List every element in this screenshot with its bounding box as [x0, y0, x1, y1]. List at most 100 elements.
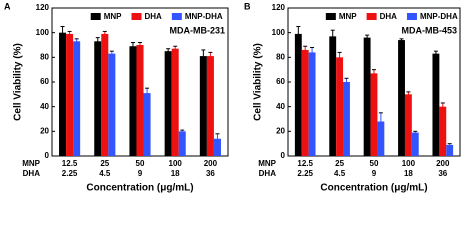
legend-swatch [366, 13, 377, 20]
bar [213, 138, 221, 156]
bar [129, 46, 137, 156]
y-tick-label: 120 [272, 3, 286, 12]
legend-label: DHA [380, 12, 398, 21]
bar [178, 131, 186, 156]
x-axis-label: Concentration (μg/mL) [320, 183, 427, 194]
bar [439, 106, 447, 156]
bar [108, 53, 116, 157]
x-tick-label: 50 [136, 159, 145, 168]
bar [59, 32, 67, 156]
x-tick-label: 36 [206, 169, 215, 178]
error-bar [413, 130, 418, 134]
error-bar [330, 29, 335, 43]
y-tick-label: 0 [281, 151, 286, 160]
error-bar [130, 42, 135, 50]
legend-swatch [131, 13, 142, 20]
x-tick-label: 18 [171, 169, 180, 178]
x-axis-label: Concentration (μg/mL) [86, 183, 193, 194]
error-bar [378, 112, 383, 131]
legend-label: MNP [339, 12, 357, 21]
error-bar [60, 26, 65, 39]
bar [136, 45, 144, 156]
x-tick-label: 12.5 [62, 159, 78, 168]
bar [329, 36, 337, 156]
error-bar [365, 34, 370, 41]
bar [363, 37, 371, 156]
x-tick-label: 2.25 [297, 169, 313, 178]
y-tick-label: 20 [40, 126, 49, 135]
x-tick-label: 200 [436, 159, 450, 168]
error-bar [109, 50, 114, 57]
bar [94, 41, 102, 156]
bar [294, 33, 302, 156]
bar [377, 121, 385, 156]
error-bar [95, 37, 100, 45]
error-bar [74, 38, 79, 44]
error-bar [145, 87, 150, 99]
x-tick-label: 12.5 [297, 159, 313, 168]
x-tick-label: 100 [402, 159, 416, 168]
error-bar [201, 49, 206, 63]
error-bar [406, 91, 411, 97]
chart-title: MDA-MB-231 [169, 25, 225, 35]
y-tick-label: 0 [45, 151, 50, 160]
legend-label: MNP-DHA [185, 12, 223, 21]
legend-swatch [406, 13, 417, 20]
x-tick-label: 9 [138, 169, 143, 178]
bar [446, 144, 454, 156]
y-tick-label: 40 [40, 102, 49, 111]
bar [101, 33, 109, 156]
y-tick-label: 20 [276, 126, 285, 135]
y-tick-label: 80 [276, 52, 285, 61]
bar [73, 41, 81, 156]
error-bar [102, 30, 107, 37]
error-bar [215, 133, 220, 144]
error-bar [372, 69, 376, 78]
error-bar [166, 48, 171, 54]
error-bar [180, 129, 185, 133]
bar [206, 56, 214, 156]
x-tick-label: 200 [204, 159, 218, 168]
bar [411, 132, 419, 156]
x-tick-label: 2.25 [62, 169, 78, 178]
panel-label: B [244, 1, 251, 11]
error-bar [344, 77, 349, 86]
bar [164, 51, 172, 156]
y-tick-label: 80 [40, 52, 49, 61]
error-bar [173, 45, 178, 52]
y-tick-label: 60 [276, 77, 285, 86]
row-label: MNP [258, 159, 276, 168]
row-label: DHA [23, 169, 41, 178]
error-bar [310, 46, 315, 58]
error-bar [447, 143, 452, 147]
bar [308, 52, 316, 156]
legend-label: DHA [145, 12, 163, 21]
x-tick-label: 4.5 [334, 169, 346, 178]
y-tick-label: 100 [36, 28, 50, 37]
bar [336, 57, 344, 157]
error-bar [303, 45, 308, 54]
error-bar [337, 51, 342, 63]
bar [343, 82, 350, 156]
legend-swatch [325, 13, 336, 20]
panel-label: A [4, 1, 11, 11]
x-tick-label: 36 [438, 169, 447, 178]
error-bar [433, 50, 438, 57]
error-bar [67, 30, 72, 37]
chart-title: MDA-MB-453 [401, 25, 457, 35]
error-bar [138, 42, 142, 48]
x-tick-label: 25 [100, 159, 109, 168]
y-axis-label: Cell Viability (%) [253, 43, 264, 121]
bar [404, 94, 412, 156]
y-tick-label: 120 [36, 3, 50, 12]
legend-label: MNP [104, 12, 122, 21]
x-tick-label: 25 [335, 159, 344, 168]
bar [301, 49, 309, 156]
bar [199, 56, 207, 156]
x-tick-label: 9 [372, 169, 377, 178]
y-axis-label: Cell Viability (%) [13, 43, 24, 121]
x-tick-label: 50 [370, 159, 379, 168]
bar [171, 48, 179, 157]
y-tick-label: 60 [40, 77, 49, 86]
row-label: DHA [259, 169, 277, 178]
